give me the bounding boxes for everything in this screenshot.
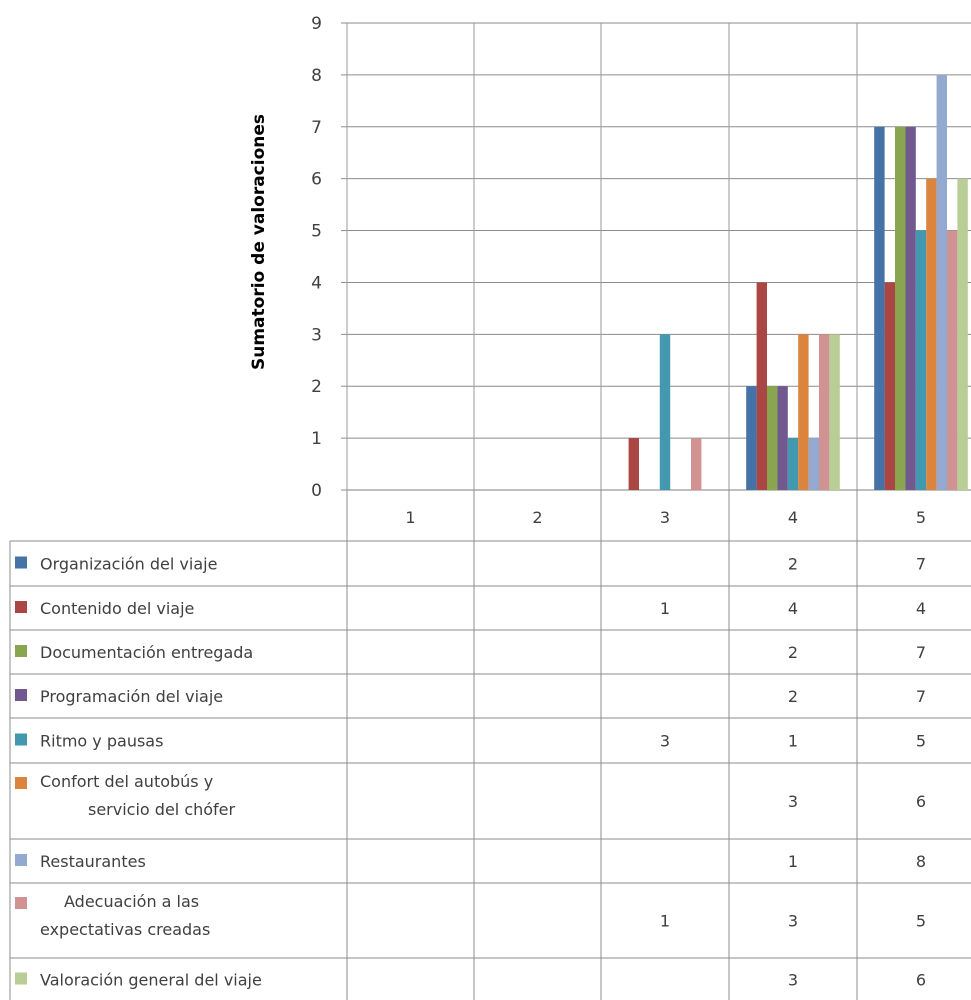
y-tick-label: 8 [311,66,322,86]
legend-swatch [15,777,27,789]
bar-documentaci-n-entregada-cat-5 [895,126,906,491]
table-cell-value: 2 [788,643,798,662]
bar-restaurantes-cat-5 [936,74,947,490]
series-label: Contenido del viaje [40,599,194,618]
bar-contenido-del-viaje-cat-4 [756,282,767,490]
bar-ritmo-y-pausas-cat-4 [787,438,799,490]
bar-ritmo-y-pausas-cat-5 [915,230,927,491]
table-cell-value: 1 [788,852,798,871]
table-cell-value: 2 [788,687,798,706]
table-cell-value: 5 [916,732,926,751]
data-table: 1 2 3 4 5 Organización del viaje 2 7 Contenido d… [9,490,971,1000]
y-tick-label: 3 [311,325,322,345]
y-tick-label: 5 [311,222,322,242]
table-cell-value: 1 [660,912,670,931]
table-cell-value: 5 [916,912,926,931]
legend-swatch [15,854,27,866]
y-tick-label: 7 [311,118,322,138]
category-label: 1 [405,508,415,527]
series-label: Restaurantes [40,852,146,871]
legend-swatch [15,689,27,701]
table-cell-value: 3 [660,732,670,751]
series-label: Valoración general del viaje [40,971,262,990]
bars [628,74,968,491]
table-cell-value: 7 [916,687,926,706]
table-cell-value: 8 [916,852,926,871]
table-cell-value: 1 [788,732,798,751]
bar-valoraci-n-general-del-viaje-cat-4 [829,334,840,490]
y-tick-label: 6 [311,170,322,190]
y-tick-label: 4 [311,273,322,293]
y-tick-label: 2 [311,377,322,397]
table-cell-value: 6 [916,792,926,811]
bar-ritmo-y-pausas-cat-3 [659,334,671,490]
legend-swatch [15,645,27,657]
table-cell-value: 6 [916,971,926,990]
table-cell-value: 3 [788,792,798,811]
bar-valoraci-n-general-del-viaje-cat-5 [957,178,968,490]
legend-swatch [15,556,27,569]
series-label: Organización del viaje [40,555,217,574]
bar-contenido-del-viaje-cat-3 [628,438,639,490]
gridlines [341,22,971,491]
series-label: Confort del autobús y servicio del chófer [40,772,236,819]
table-cell-value: 2 [788,555,798,574]
table-cell-value: 1 [660,599,670,618]
series-label: Programación del viaje [40,687,223,706]
y-tick-label: 1 [311,429,322,449]
bar-documentaci-n-entregada-cat-4 [767,386,778,490]
table-cell-value: 3 [788,912,798,931]
y-axis-label: Sumatorio de valoraciones [249,114,269,370]
y-tick-label: 0 [311,481,322,501]
bar-confort-del-autob-s-y-servicio-del-ch-fer-cat-4 [798,334,809,490]
legend-swatch [15,733,27,746]
y-tick-label: 9 [311,14,322,34]
legend-swatch [15,972,27,985]
bar-organizaci-n-del-viaje-cat-4 [746,386,757,490]
bar-adecuaci-n-a-las-expectativas-creadas-cat-4 [819,334,830,490]
series-label: Adecuación a las expectativas creadas [40,892,210,939]
series-label: Documentación entregada [40,643,253,662]
bar-contenido-del-viaje-cat-5 [884,282,895,490]
table-cell-value: 4 [788,599,798,618]
bar-adecuaci-n-a-las-expectativas-creadas-cat-5 [947,230,958,491]
bar-confort-del-autob-s-y-servicio-del-ch-fer-cat-5 [926,178,937,490]
bar-restaurantes-cat-4 [808,438,819,490]
bar-adecuaci-n-a-las-expectativas-creadas-cat-3 [691,438,702,490]
table-cell-value: 3 [788,971,798,990]
table-cell-value: 4 [916,599,926,618]
bar-organizaci-n-del-viaje-cat-5 [874,126,885,491]
legend-swatch [15,897,27,909]
y-axis-ticks: 0 1 2 3 4 5 6 7 8 9 [311,14,322,501]
category-label: 4 [788,508,798,527]
series-label: Ritmo y pausas [40,732,163,751]
table-cell-value: 7 [916,643,926,662]
category-label: 3 [660,508,670,527]
legend-swatch [15,601,27,613]
table-cell-value: 7 [916,555,926,574]
bar-programaci-n-del-viaje-cat-5 [905,126,916,491]
category-label: 5 [916,508,926,527]
bar-programaci-n-del-viaje-cat-4 [777,386,788,490]
category-label: 2 [532,508,542,527]
